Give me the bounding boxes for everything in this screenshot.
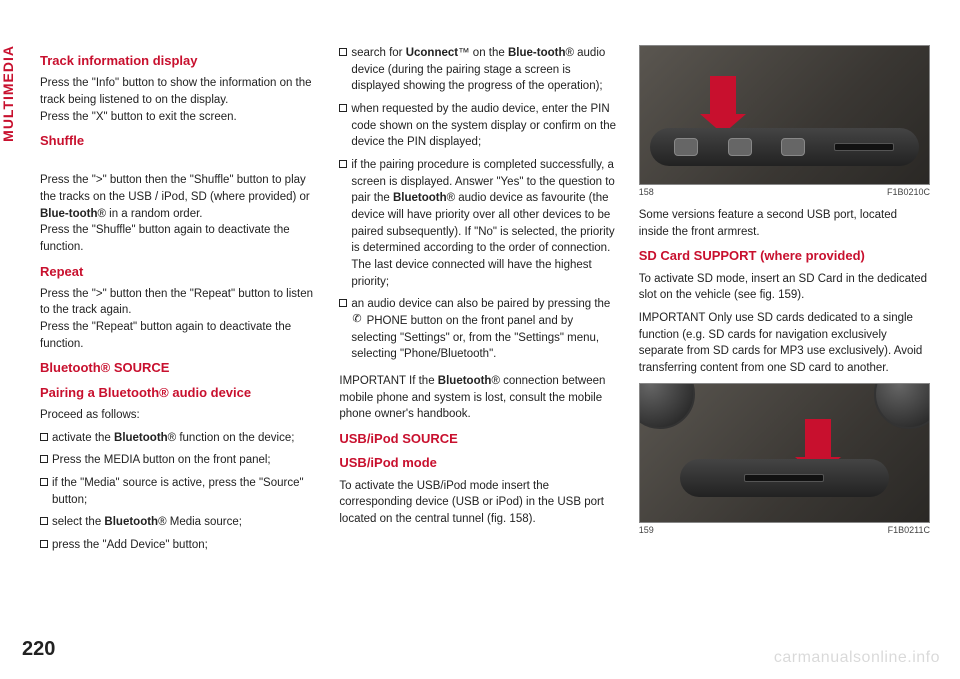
page: MULTIMEDIA Track information display Pre…: [0, 0, 960, 679]
bullet-text: if the "Media" source is active, press t…: [52, 475, 317, 508]
section-label: MULTIMEDIA: [0, 45, 16, 142]
text: ™ on the: [458, 47, 508, 59]
figure-159: [639, 383, 930, 523]
bullet-icon: [40, 478, 48, 486]
bullet-item: if the "Media" source is active, press t…: [40, 475, 317, 508]
dash-button: [781, 138, 805, 156]
figure-caption: 158 F1B0210C: [639, 187, 930, 197]
text: select the: [52, 516, 104, 528]
sidebar: MULTIMEDIA: [0, 0, 40, 679]
sd-slot: [744, 474, 824, 482]
bluetooth-bold: Bluetooth: [104, 516, 158, 528]
bullet-item: when requested by the audio device, ente…: [339, 101, 616, 151]
knob-graphic: [874, 383, 930, 429]
arrow-icon: [805, 419, 831, 459]
bullet-item: if the pairing procedure is completed su…: [339, 157, 616, 290]
uconnect-bold: Uconnect: [406, 47, 458, 59]
heading-shuffle: Shuffle: [40, 133, 317, 149]
bullet-item: activate the Bluetooth® function on the …: [40, 430, 317, 447]
bullet-icon: [40, 455, 48, 463]
knob-graphic: [639, 383, 695, 429]
bullet-text: when requested by the audio device, ente…: [351, 101, 616, 151]
para-important-bt: IMPORTANT If the Bluetooth® connection b…: [339, 373, 616, 423]
para-track-info: Press the "Info" button to show the info…: [40, 75, 317, 125]
text: ® function on the device;: [168, 432, 295, 444]
bullet-text: select the Bluetooth® Media source;: [52, 514, 242, 531]
phone-icon: [352, 314, 362, 324]
bullet-icon: [339, 160, 347, 168]
bullet-icon: [40, 540, 48, 548]
bullet-icon: [339, 104, 347, 112]
text: Press the ">" button then the "Shuffle" …: [40, 174, 310, 203]
heading-repeat: Repeat: [40, 264, 317, 280]
text: an audio device can also be paired by pr…: [351, 298, 610, 310]
text: ® Media source;: [158, 516, 242, 528]
watermark: carmanualsonline.info: [774, 649, 940, 667]
dashboard-graphic: [650, 128, 919, 166]
figure-number: 158: [639, 187, 654, 197]
para-sd: To activate SD mode, insert an SD Card i…: [639, 271, 930, 304]
bullet-icon: [40, 517, 48, 525]
bullet-text: activate the Bluetooth® function on the …: [52, 430, 294, 447]
text: PHONE button on the front panel and by s…: [351, 315, 599, 360]
bullet-text: if the pairing procedure is completed su…: [351, 157, 616, 290]
figure-number: 159: [639, 525, 654, 535]
figure-158: [639, 45, 930, 185]
bluetooth-bold: Blue-tooth: [40, 208, 97, 220]
heading-usb-source: USB/iPod SOURCE: [339, 431, 616, 447]
heading-track-info: Track information display: [40, 53, 317, 69]
text: activate the: [52, 432, 114, 444]
bullet-icon: [339, 299, 347, 307]
bullet-text: an audio device can also be paired by pr…: [351, 296, 616, 363]
bluetooth-bold: Bluetooth: [393, 192, 447, 204]
para-usb: To activate the USB/iPod mode insert the…: [339, 478, 616, 528]
text: ® audio device as favourite (the device …: [351, 192, 614, 287]
bullet-text: press the "Add Device" button;: [52, 537, 208, 554]
bullet-text: search for Uconnect™ on the Blue-tooth® …: [351, 45, 616, 95]
bullet-item: an audio device can also be paired by pr…: [339, 296, 616, 363]
figure-caption: 159 F1B0211C: [639, 525, 930, 535]
heading-sd-support: SD Card SUPPORT (where provided): [639, 248, 930, 264]
bullet-item: search for Uconnect™ on the Blue-tooth® …: [339, 45, 616, 95]
bullet-text: Press the MEDIA button on the front pane…: [52, 452, 271, 469]
para-repeat: Press the ">" button then the "Repeat" b…: [40, 286, 317, 353]
text: search for: [351, 47, 405, 59]
bullet-icon: [40, 433, 48, 441]
column-3: 158 F1B0210C Some versions feature a sec…: [639, 45, 930, 669]
bluetooth-bold: Bluetooth: [438, 375, 492, 387]
bullet-icon: [339, 48, 347, 56]
bluetooth-bold: Blue-tooth: [508, 47, 565, 59]
bullet-item: press the "Add Device" button;: [40, 537, 317, 554]
arrow-icon: [710, 76, 736, 116]
heading-pairing: Pairing a Bluetooth® audio device: [40, 385, 317, 401]
para-some-versions: Some versions feature a second USB port,…: [639, 207, 930, 240]
figure-code: F1B0210C: [887, 187, 930, 197]
page-number: 220: [22, 638, 55, 661]
para-sd-important: IMPORTANT Only use SD cards dedicated to…: [639, 310, 930, 377]
dash-button: [728, 138, 752, 156]
usb-slot: [834, 143, 894, 151]
dashboard-graphic: [680, 459, 889, 497]
text: IMPORTANT If the: [339, 375, 437, 387]
para-proceed: Proceed as follows:: [40, 407, 317, 424]
heading-usb-mode: USB/iPod mode: [339, 455, 616, 471]
heading-bt-source: Bluetooth® SOURCE: [40, 360, 317, 376]
column-2: search for Uconnect™ on the Blue-tooth ® …: [339, 45, 616, 669]
bullet-item: Press the MEDIA button on the front pane…: [40, 452, 317, 469]
bullet-item: select the Bluetooth® Media source;: [40, 514, 317, 531]
bluetooth-bold: Bluetooth: [114, 432, 168, 444]
figure-code: F1B0211C: [888, 525, 930, 535]
dash-button: [674, 138, 698, 156]
content-columns: Track information display Press the "Inf…: [40, 0, 960, 679]
para-shuffle: Press the ">" button then the "Shuffle" …: [40, 156, 317, 256]
column-1: Track information display Press the "Inf…: [40, 45, 317, 669]
